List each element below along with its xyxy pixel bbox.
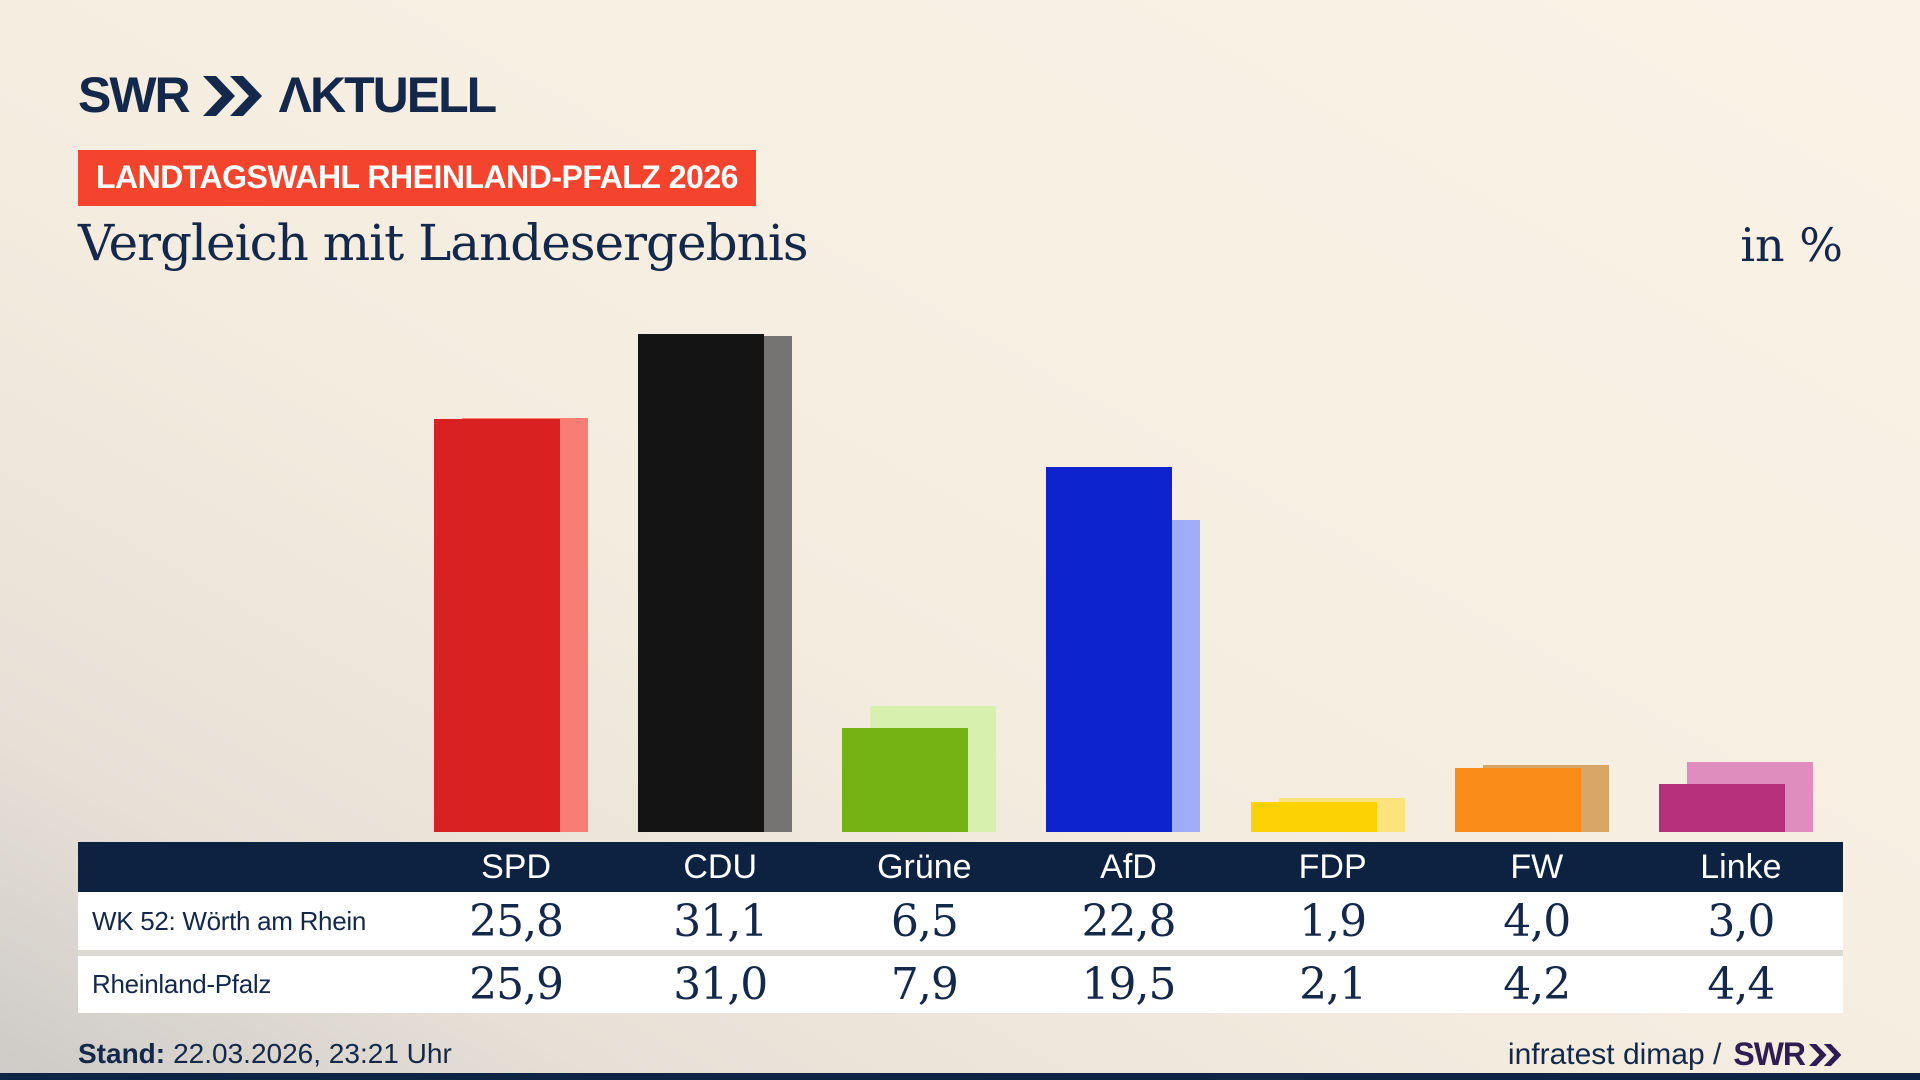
row-label-district: WK 52: Wörth am Rhein [92,905,367,936]
value-cell-FDP-row2: 2,1 [1299,959,1367,1010]
chart-column-FDP [1231,270,1435,832]
party-header-cell-CDU: CDU [683,847,758,886]
swr-double-chevron-icon [202,76,262,116]
value-cell-Grüne-row2: 7,9 [890,959,959,1010]
chart-column-Linke [1639,270,1843,832]
party-header-cell-SPD: SPD [481,847,552,886]
value-cell-CDU-row1: 31,1 [673,895,768,947]
swr-footer-logo-text: SWR [1733,1036,1806,1072]
value-cell-FW-row1: 4,0 [1503,895,1571,947]
bar-district-SPD [434,419,560,832]
chart-column-CDU [618,270,822,832]
party-header-cell-AfD: AfD [1100,847,1157,886]
bar-district-FDP [1250,801,1377,832]
value-cell-SPD-row1: 25,8 [469,895,564,947]
stand-label: Stand: [78,1038,166,1069]
value-cell-FW-row2: 4,2 [1503,959,1571,1010]
value-cell-FDP-row1: 1,9 [1299,895,1367,947]
value-cell-SPD-row2: 25,9 [469,959,564,1010]
value-cell-CDU-row2: 31,0 [673,959,768,1010]
party-header-cell-Linke: Linke [1700,847,1782,886]
row-label-state: Rheinland-Pfalz [92,969,272,999]
stand-value: 22.03.2026, 23:21 Uhr [173,1038,452,1069]
value-cell-Grüne-row1: 6,5 [890,895,959,947]
chart-column-FW [1435,270,1639,832]
chart-column-SPD [414,270,618,832]
chart-column-AfD [1026,270,1230,832]
swr-footer-logo: SWR [1733,1036,1843,1073]
unit-label: in % [1740,218,1843,272]
bar-district-CDU [638,334,765,832]
table-row-district: WK 52: Wörth am Rhein 25,8 31,1 6,5 22,8 1,9… [78,892,1843,950]
swr-logo-text: SWR [78,67,191,123]
bottom-accent-bar [0,1073,1920,1080]
bar-district-Linke [1658,784,1785,832]
party-header-cell-Grüne: Grüne [877,847,972,886]
bar-district-Grüne [842,728,969,832]
party-header-cell-FW: FW [1510,847,1564,886]
chart-title: Vergleich mit Landesergebnis [78,214,808,272]
value-cell-Linke-row2: 4,4 [1707,959,1775,1010]
bar-chart [414,270,1843,832]
source-credit: infratest dimap / SWR [1508,1036,1843,1073]
stand-info: Stand: 22.03.2026, 23:21 Uhr [78,1038,452,1070]
title-row: Vergleich mit Landesergebnis in % [78,214,1843,272]
swr-aktuell-logo: SWR ΛKTUELL [78,66,498,124]
party-header-cell-FDP: FDP [1298,847,1367,886]
value-cell-AfD-row2: 19,5 [1081,959,1177,1010]
election-badge: LANDTAGSWAHL RHEINLAND-PFALZ 2026 [78,150,756,206]
row-separator [78,950,1843,956]
credit-text: infratest dimap / [1507,1037,1722,1071]
bar-district-FW [1454,768,1581,832]
bar-district-AfD [1046,467,1173,832]
table-row-state: Rheinland-Pfalz 25,9 31,0 7,9 19,5 2,1 4,2 4,4 [78,956,1843,1013]
chart-column-Grüne [822,270,1026,832]
value-cell-AfD-row1: 22,8 [1081,895,1177,947]
party-header-row: SPD CDU Grüne AfD FDP FW Linke [78,842,1843,892]
value-cell-Linke-row1: 3,0 [1707,895,1775,947]
aktuell-logo-text: ΛKTUELL [278,67,498,123]
swr-footer-chevron-icon [1809,1043,1842,1066]
